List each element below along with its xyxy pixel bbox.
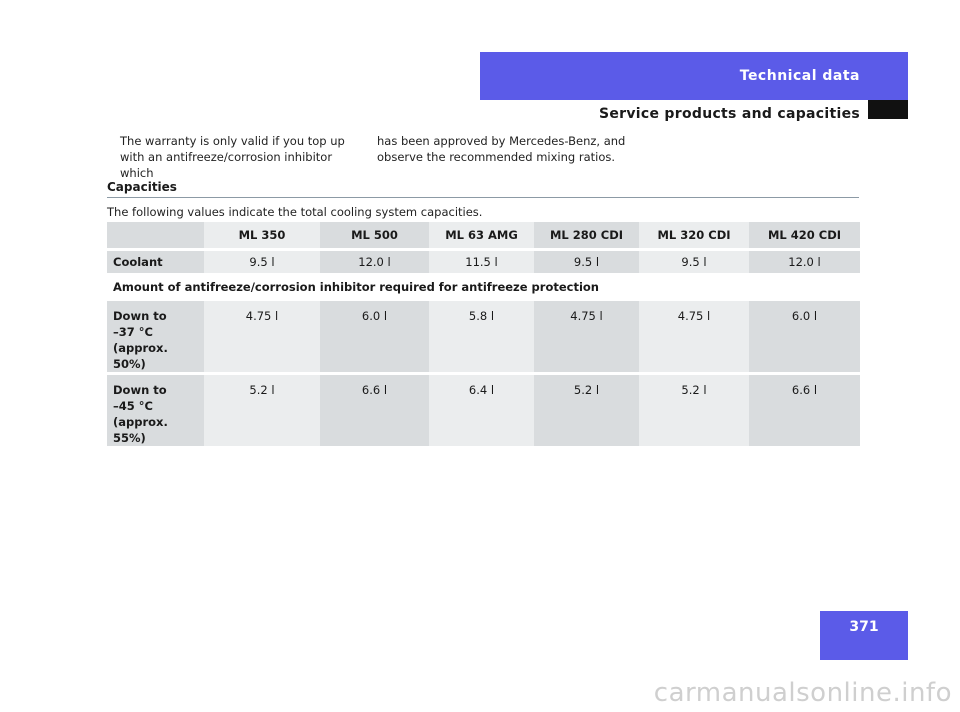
header-model: ML 350 [204, 222, 320, 248]
chapter-tab: Technical data [480, 52, 908, 100]
table-row: Amount of antifreeze/corrosion inhibitor… [107, 273, 860, 301]
table-row: Down to –37 °C (approx. 50%) 4.75 l 6.0 … [107, 301, 860, 372]
table-cell: 6.0 l [320, 301, 429, 372]
table-cell: 6.6 l [749, 375, 860, 446]
chapter-tab-label: Technical data [739, 68, 860, 84]
amount-subheading: Amount of antifreeze/corrosion inhibitor… [107, 273, 860, 301]
row-label-line: Down to [113, 309, 167, 323]
header-empty-cell [107, 222, 204, 248]
row-label-line: Down to [113, 383, 167, 397]
table-cell: 5.2 l [639, 375, 749, 446]
table-cell: 6.0 l [749, 301, 860, 372]
watermark: carmanualsonline.info [653, 678, 952, 708]
intro-text-left: The warranty is only valid if you top up… [120, 134, 345, 180]
header-model: ML 320 CDI [639, 222, 749, 248]
header-model: ML 420 CDI [749, 222, 860, 248]
row-label: Coolant [107, 251, 204, 273]
capacities-table: ML 350 ML 500 ML 63 AMG ML 280 CDI ML 32… [107, 222, 860, 446]
table-cell: 9.5 l [639, 251, 749, 273]
table-cell: 9.5 l [534, 251, 639, 273]
table-cell: 5.2 l [204, 375, 320, 446]
table-cell: 9.5 l [204, 251, 320, 273]
header-model: ML 63 AMG [429, 222, 534, 248]
header-model: ML 500 [320, 222, 429, 248]
intro-text-right: has been approved by Mercedes-Benz, and … [377, 134, 626, 164]
table-cell: 12.0 l [320, 251, 429, 273]
capacities-description: The following values indicate the total … [107, 205, 483, 219]
row-label-line: (approx. 55%) [113, 415, 168, 445]
row-label: Down to –37 °C (approx. 50%) [107, 301, 204, 372]
row-label: Down to –45 °C (approx. 55%) [107, 375, 204, 446]
table-cell: 5.8 l [429, 301, 534, 372]
table-cell: 4.75 l [204, 301, 320, 372]
table-cell: 11.5 l [429, 251, 534, 273]
capacities-heading: Capacities [107, 180, 177, 194]
row-label-line: –45 °C [113, 399, 153, 413]
table-cell: 6.4 l [429, 375, 534, 446]
table-row: Down to –45 °C (approx. 55%) 5.2 l 6.6 l… [107, 375, 860, 446]
table-row: Coolant 9.5 l 12.0 l 11.5 l 9.5 l 9.5 l … [107, 251, 860, 273]
section-title: Service products and capacities [598, 106, 860, 122]
table-cell: 6.6 l [320, 375, 429, 446]
table-cell: 5.2 l [534, 375, 639, 446]
page-number: 371 [820, 611, 908, 660]
row-label-line: –37 °C [113, 325, 153, 339]
page-number-label: 371 [849, 619, 879, 635]
table-cell: 4.75 l [639, 301, 749, 372]
heading-divider [107, 197, 859, 198]
table-header-row: ML 350 ML 500 ML 63 AMG ML 280 CDI ML 32… [107, 222, 860, 248]
header-model: ML 280 CDI [534, 222, 639, 248]
row-label-line: (approx. 50%) [113, 341, 168, 371]
section-marker [868, 100, 908, 119]
table-cell: 12.0 l [749, 251, 860, 273]
table-cell: 4.75 l [534, 301, 639, 372]
